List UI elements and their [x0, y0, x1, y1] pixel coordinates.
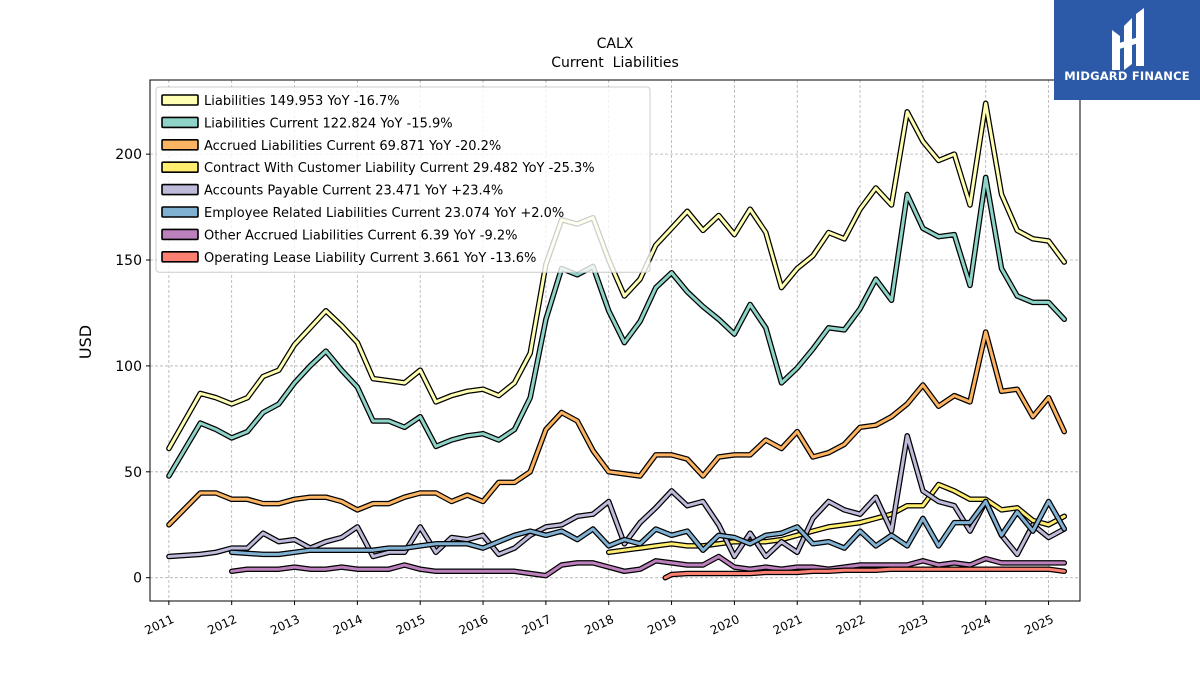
legend-label-0: Liabilities 149.953 YoY -16.7% [204, 94, 400, 109]
y-tick-label: 200 [115, 147, 142, 163]
plot-frame [149, 79, 1081, 602]
legend-swatch-0 [161, 94, 199, 106]
series-line-6 [230, 555, 1066, 578]
brand-logo: MIDGARD FINANCE [1054, 0, 1200, 100]
x-tick-label: 2020 [708, 612, 742, 638]
series-line-2 [167, 330, 1066, 527]
legend-swatch-5 [161, 206, 199, 218]
y-tick-label: 0 [133, 571, 142, 587]
y-tick-label: 50 [124, 465, 142, 481]
legend-label-5: Employee Related Liabilities Current 23.… [204, 206, 564, 221]
x-tick-label: 2021 [771, 612, 805, 638]
x-tick-label: 2017 [520, 612, 554, 638]
midgard-logo-icon [1112, 8, 1144, 70]
chart-title: CALX [597, 36, 634, 52]
legend-swatch-1 [161, 116, 199, 129]
brand-name: MIDGARD FINANCE [1064, 69, 1190, 83]
series-line-4 [167, 434, 1066, 558]
x-tick-label: 2022 [834, 612, 868, 638]
legend-box [155, 86, 651, 273]
legend-swatch-3 [161, 161, 199, 173]
legend-swatch-6 [161, 228, 199, 241]
y-tick-label: 150 [115, 253, 142, 269]
legend-label-7: Operating Lease Liability Current 3.661 … [204, 251, 536, 266]
chart-subtitle: Current Liabilities [551, 55, 679, 71]
legend-label-4: Accounts Payable Current 23.471 YoY +23.… [204, 184, 503, 199]
legend-label-6: Other Accrued Liabilities Current 6.39 Y… [204, 228, 518, 243]
x-tick-label: 2012 [205, 612, 239, 638]
series-line-5 [230, 500, 1066, 556]
legend-swatch-4 [161, 183, 199, 196]
x-tick-label: 2018 [582, 612, 616, 638]
series-line-1 [167, 175, 1066, 478]
x-tick-label: 2016 [457, 612, 491, 638]
legend-label-1: Liabilities Current 122.824 YoY -15.9% [204, 116, 453, 131]
series-line-7 [663, 567, 1066, 580]
legend: Liabilities 149.953 YoY -16.7% Liabilitie… [155, 86, 651, 273]
x-tick-label: 2015 [394, 612, 428, 638]
x-tick-label: 2019 [645, 612, 679, 638]
series-line-0 [167, 101, 1066, 450]
x-tick-label: 2014 [331, 612, 365, 638]
y-axis-label: USD [76, 325, 95, 359]
x-tick-label: 2025 [1022, 612, 1056, 638]
series-lines [166, 100, 1068, 581]
y-tick-label: 100 [115, 359, 142, 375]
x-tick-label: 2011 [143, 612, 177, 638]
legend-swatch-7 [161, 251, 199, 263]
legend-label-3: Contract With Customer Liability Current… [204, 161, 595, 176]
x-tick-label: 2024 [959, 612, 993, 638]
x-tick-label: 2013 [268, 612, 302, 638]
x-tick-label: 2023 [897, 612, 931, 638]
legend-swatch-2 [161, 139, 199, 151]
legend-label-2: Accrued Liabilities Current 69.871 YoY -… [204, 139, 501, 154]
